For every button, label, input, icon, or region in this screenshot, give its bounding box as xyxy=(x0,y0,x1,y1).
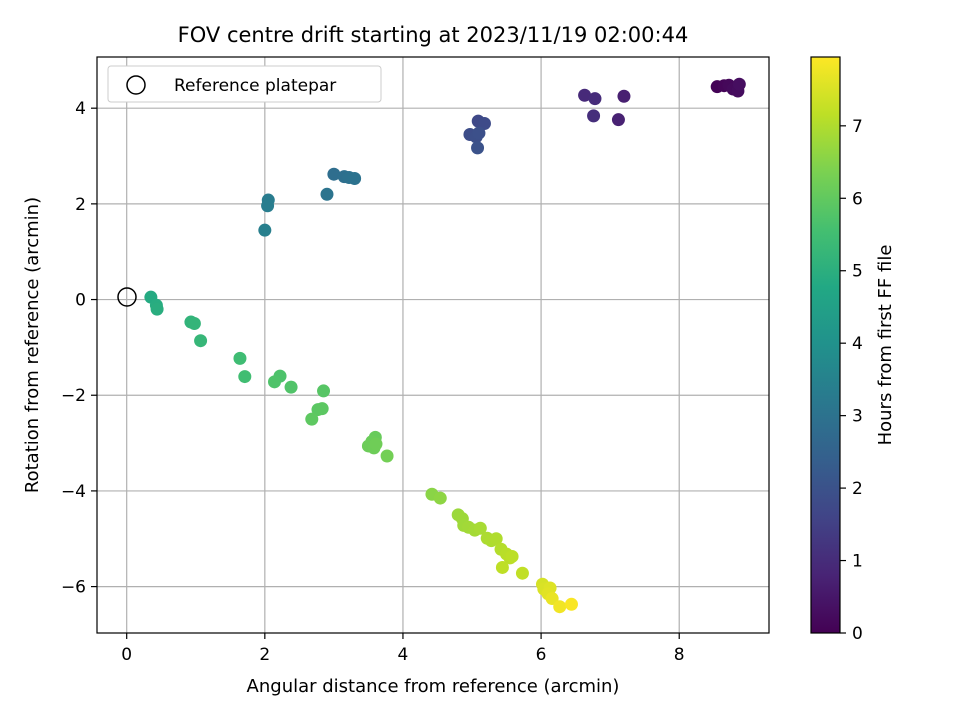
data-point xyxy=(258,223,272,237)
x-tick-label: 2 xyxy=(259,645,270,665)
grid-lines xyxy=(97,57,769,633)
legend-box xyxy=(107,65,382,103)
data-point xyxy=(617,89,631,103)
data-point xyxy=(327,167,341,181)
x-tick-label: 8 xyxy=(674,645,685,665)
data-point xyxy=(150,302,164,316)
y-axis-label: Rotation from reference (arcmin) xyxy=(22,197,43,493)
data-point xyxy=(369,437,383,451)
colorbar-tick-label: 1 xyxy=(852,552,863,572)
data-point xyxy=(471,141,485,155)
data-point xyxy=(238,370,252,384)
data-point xyxy=(515,566,529,580)
data-point xyxy=(261,199,275,213)
data-point xyxy=(267,375,281,389)
data-point xyxy=(611,113,625,127)
y-tick-label: −6 xyxy=(61,578,86,598)
data-point xyxy=(505,549,519,563)
data-point xyxy=(489,532,503,546)
data-point xyxy=(317,384,331,398)
colorbar-tick-label: 6 xyxy=(852,189,863,209)
legend: Reference platepar xyxy=(107,65,382,103)
data-point xyxy=(233,351,247,365)
x-tick-label: 4 xyxy=(398,645,409,665)
colorbar-tick-label: 2 xyxy=(852,479,863,499)
data-point xyxy=(380,449,394,463)
legend-label: Reference platepar xyxy=(174,76,336,96)
reference-marker xyxy=(117,287,137,307)
y-tick-label: 2 xyxy=(75,195,86,215)
y-tick-label: −4 xyxy=(61,482,86,502)
data-point xyxy=(187,316,201,330)
colorbar-tick-label: 7 xyxy=(852,117,863,137)
data-point xyxy=(545,592,559,606)
data-point xyxy=(320,187,334,201)
colorbar-ticks: 0 1 2 3 4 5 6 7 xyxy=(840,117,863,644)
data-point xyxy=(553,600,567,614)
data-point xyxy=(472,126,486,140)
colorbar-label: Hours from first FF file xyxy=(875,245,896,446)
data-point xyxy=(473,521,487,535)
colorbar-gradient xyxy=(811,57,840,633)
colorbar: 0 1 2 3 4 5 6 7 Hours from first FF file xyxy=(810,56,896,644)
data-point xyxy=(433,491,447,505)
colorbar-tick-label: 3 xyxy=(852,407,863,427)
y-tick-label: 4 xyxy=(75,99,86,119)
y-tick-label: 0 xyxy=(75,291,86,311)
data-point xyxy=(315,402,329,416)
data-point xyxy=(564,597,578,611)
x-tick-label: 6 xyxy=(536,645,547,665)
data-point xyxy=(348,172,362,186)
y-tick-label: −2 xyxy=(61,386,86,406)
x-axis-label: Angular distance from reference (arcmin) xyxy=(247,676,620,697)
plot-frame xyxy=(96,56,770,634)
data-points xyxy=(144,77,746,614)
y-axis-ticks: −6 −4 −2 0 2 4 xyxy=(61,99,97,598)
x-axis-ticks: 0 2 4 6 8 xyxy=(121,633,685,665)
data-point xyxy=(587,109,601,123)
legend-marker xyxy=(126,75,146,95)
data-point xyxy=(732,77,746,91)
data-point xyxy=(578,88,592,102)
colorbar-frame xyxy=(810,56,841,634)
data-point xyxy=(305,412,319,426)
chart-title: FOV centre drift starting at 2023/11/19 … xyxy=(178,23,689,47)
colorbar-tick-label: 0 xyxy=(852,624,863,644)
data-point xyxy=(588,92,602,106)
colorbar-tick-label: 4 xyxy=(852,334,863,354)
x-tick-label: 0 xyxy=(121,645,132,665)
data-point xyxy=(284,380,298,394)
colorbar-tick-label: 5 xyxy=(852,262,863,282)
data-point xyxy=(194,334,208,348)
data-point xyxy=(495,560,509,574)
data-point xyxy=(477,116,491,130)
